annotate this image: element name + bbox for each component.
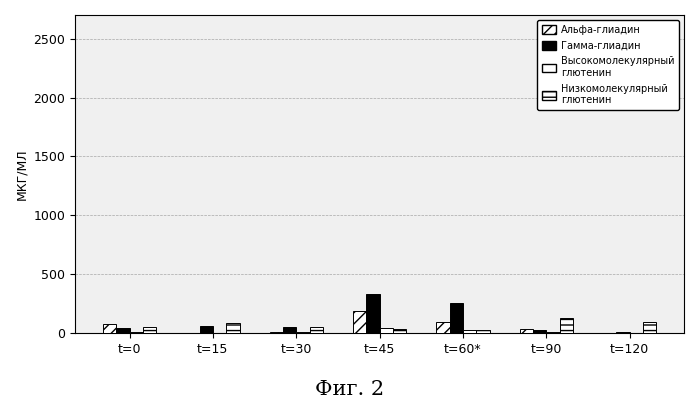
Bar [436, 322, 449, 333]
Bar [449, 303, 463, 333]
Bar [270, 332, 283, 333]
Bar [143, 327, 156, 333]
Bar [519, 329, 533, 333]
Bar [476, 330, 489, 333]
Bar [116, 328, 129, 333]
Bar [617, 332, 630, 333]
Legend: Альфа-глиадин, Гамма-глиадин, Высокомолекулярный
глютенин, Низкомолекулярный
глю: Альфа-глиадин, Гамма-глиадин, Высокомоле… [538, 20, 679, 110]
Bar [463, 330, 476, 333]
Bar [366, 294, 380, 333]
Bar [129, 332, 143, 333]
Bar [643, 322, 656, 333]
Bar [533, 330, 547, 333]
Bar [103, 324, 116, 333]
Text: Фиг. 2: Фиг. 2 [315, 380, 384, 399]
Bar [310, 327, 323, 333]
Y-axis label: МКГ/МЛ: МКГ/МЛ [15, 148, 28, 200]
Bar [226, 323, 240, 333]
Bar [283, 327, 296, 333]
Bar [393, 329, 406, 333]
Bar [353, 311, 366, 333]
Bar [560, 318, 573, 333]
Bar [547, 332, 560, 333]
Bar [380, 328, 393, 333]
Bar [296, 332, 310, 333]
Bar [199, 326, 213, 333]
